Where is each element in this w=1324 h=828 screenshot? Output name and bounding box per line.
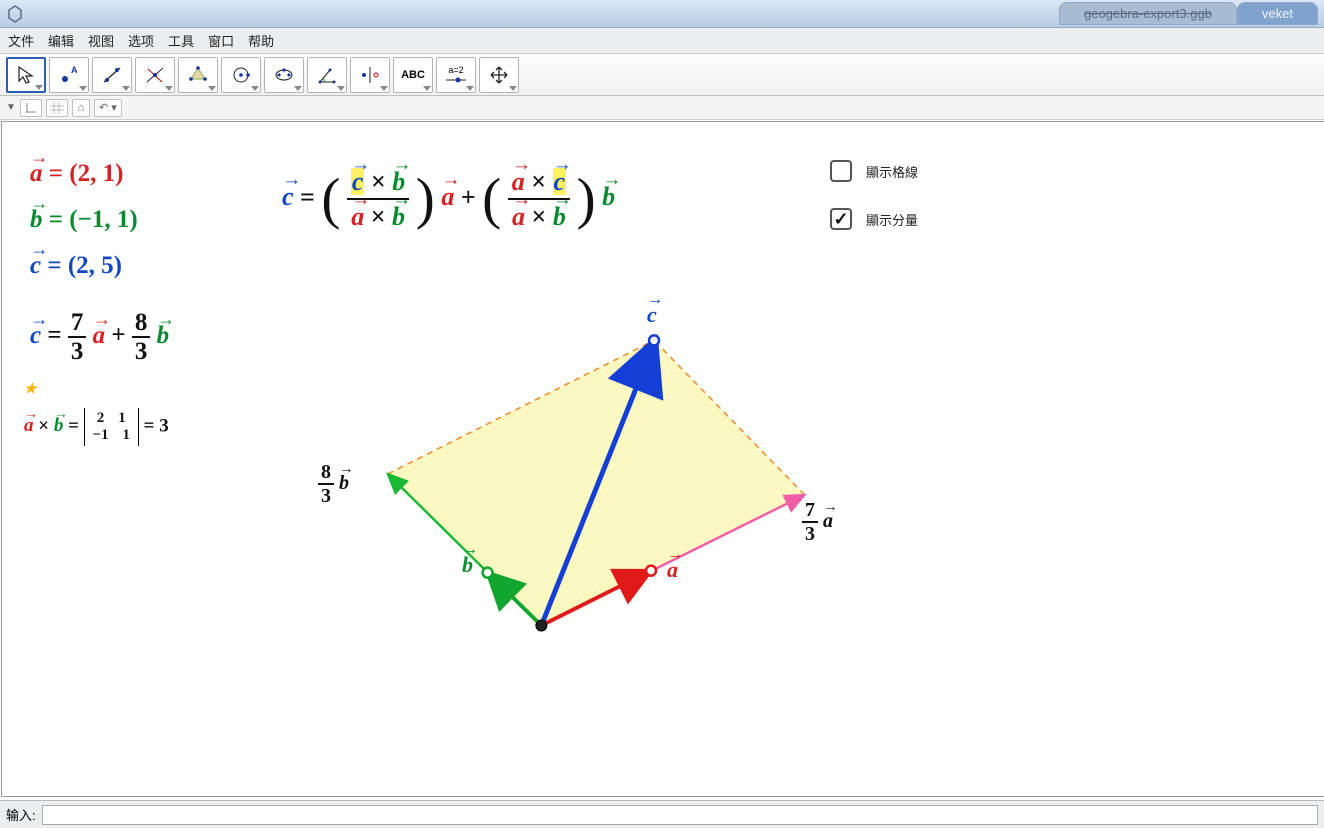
menubar: 文件 编辑 视图 选项 工具 窗口 帮助 bbox=[0, 28, 1324, 54]
title-tab-file[interactable]: geogebra-export3.ggb bbox=[1059, 2, 1237, 25]
diagram-label-scaled-b: 83 b bbox=[318, 462, 349, 506]
tool-circle[interactable] bbox=[221, 57, 261, 93]
menu-file[interactable]: 文件 bbox=[8, 31, 34, 50]
title-tab-app[interactable]: veket bbox=[1237, 2, 1318, 25]
tool-move-view[interactable] bbox=[479, 57, 519, 93]
diagram-label-c: c bbox=[647, 302, 657, 328]
secondary-toolbar: ▼ ⌂ ↶ ▾ bbox=[0, 96, 1324, 120]
mini-axes[interactable] bbox=[20, 99, 42, 117]
svg-text:A: A bbox=[71, 65, 78, 75]
a2-label: a=2 bbox=[448, 65, 463, 75]
tool-polygon[interactable] bbox=[178, 57, 218, 93]
toolbar: A ABC a=2 bbox=[0, 54, 1324, 96]
vector-diagram bbox=[2, 122, 1324, 796]
diagram-label-scaled-a: 73 a bbox=[802, 500, 833, 544]
graphics-view[interactable]: a = (2, 1) b = (−1, 1) c = (2, 5) c = 73… bbox=[1, 121, 1324, 797]
menu-options[interactable]: 选项 bbox=[128, 31, 154, 50]
tool-ellipse[interactable] bbox=[264, 57, 304, 93]
diagram-label-b: b bbox=[462, 552, 473, 578]
tool-slider[interactable]: a=2 bbox=[436, 57, 476, 93]
tool-move[interactable] bbox=[6, 57, 46, 93]
mini-undo[interactable]: ↶ ▾ bbox=[94, 99, 122, 117]
diagram-label-a: a bbox=[667, 557, 678, 583]
mini-grid[interactable] bbox=[46, 99, 68, 117]
tool-point[interactable]: A bbox=[49, 57, 89, 93]
tool-text[interactable]: ABC bbox=[393, 57, 433, 93]
app-icon bbox=[6, 5, 24, 23]
titlebar: geogebra-export3.ggb veket bbox=[0, 0, 1324, 28]
tool-line[interactable] bbox=[92, 57, 132, 93]
menu-help[interactable]: 帮助 bbox=[248, 31, 274, 50]
menu-tools[interactable]: 工具 bbox=[168, 31, 194, 50]
tool-angle[interactable] bbox=[307, 57, 347, 93]
input-bar: 输入: bbox=[0, 800, 1324, 828]
expand-icon[interactable]: ▼ bbox=[6, 102, 16, 113]
input-label: 输入: bbox=[6, 805, 36, 824]
menu-window[interactable]: 窗口 bbox=[208, 31, 234, 50]
tool-perpendicular[interactable] bbox=[135, 57, 175, 93]
abc-label: ABC bbox=[401, 69, 425, 81]
menu-edit[interactable]: 编辑 bbox=[48, 31, 74, 50]
tool-reflect[interactable] bbox=[350, 57, 390, 93]
mini-home[interactable]: ⌂ bbox=[72, 99, 90, 117]
command-input[interactable] bbox=[42, 805, 1318, 825]
menu-view[interactable]: 视图 bbox=[88, 31, 114, 50]
